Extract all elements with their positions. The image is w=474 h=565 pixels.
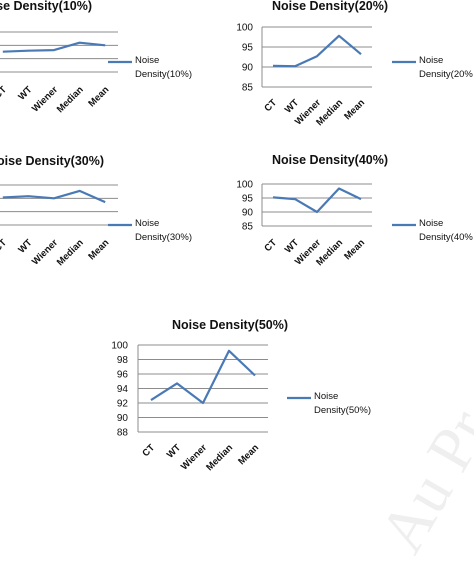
- legend-label-line2: Density(50%): [314, 405, 371, 416]
- series-line: [272, 187, 362, 214]
- x-category-label: Median: [55, 237, 86, 268]
- x-category-label: CT: [0, 84, 9, 101]
- x-category-label: Median: [204, 442, 235, 473]
- x-category-label: WT: [165, 442, 183, 460]
- series-line: [2, 189, 106, 204]
- legend-label-line1: Noise: [419, 55, 443, 66]
- x-category-label: CT: [262, 97, 279, 114]
- figure-canvas: Noise Density(10%)CTWTWienerMedianMeanNo…: [0, 0, 473, 473]
- y-tick-label: 98: [117, 355, 129, 366]
- x-category-label: CT: [140, 442, 157, 459]
- y-tick-label: 96: [117, 370, 129, 381]
- y-tick-label: 88: [117, 428, 129, 439]
- legend-label-line1: Noise: [419, 218, 443, 229]
- legend-label-line1: Noise: [135, 218, 159, 229]
- x-category-label: CT: [0, 237, 9, 254]
- legend-label-line1: Noise: [314, 391, 338, 402]
- y-tick-label: 90: [242, 208, 254, 219]
- x-category-label: Median: [55, 84, 86, 115]
- series-line: [2, 41, 106, 53]
- x-category-label: Wiener: [30, 237, 60, 267]
- legend-label-line2: Density(10%): [135, 69, 192, 80]
- y-tick-label: 100: [111, 341, 128, 352]
- y-tick-label: 100: [236, 180, 253, 191]
- x-category-label: Mean: [342, 237, 367, 262]
- y-tick-label: 90: [117, 413, 129, 424]
- y-tick-label: 85: [242, 83, 254, 94]
- x-category-label: Mean: [342, 97, 367, 122]
- chart-title: Noise Density(50%): [172, 318, 288, 332]
- x-category-label: Mean: [86, 237, 111, 262]
- x-category-label: WT: [16, 237, 34, 255]
- chart-title: Noise Density(30%): [0, 154, 104, 168]
- x-category-label: Wiener: [179, 442, 209, 472]
- y-tick-label: 95: [242, 43, 254, 54]
- x-category-label: CT: [262, 237, 279, 254]
- x-category-label: Mean: [86, 84, 111, 109]
- series-line: [272, 34, 362, 68]
- line-charts-figure: Noise Density(10%)CTWTWienerMedianMeanNo…: [0, 0, 473, 473]
- series-line: [150, 349, 256, 405]
- y-tick-label: 90: [242, 63, 254, 74]
- chart-title: Noise Density(10%): [0, 0, 92, 13]
- chart-panel-5: Noise Density(50%) 88 90 92 94 96 98 100 CT WTWie…: [111, 318, 371, 473]
- legend-label-line2: Density(40%: [419, 232, 473, 243]
- x-category-label: Wiener: [30, 84, 60, 114]
- y-tick-label: 85: [242, 222, 254, 233]
- chart-title: Noise Density(20%): [272, 0, 388, 13]
- y-tick-label: 95: [242, 194, 254, 205]
- y-tick-label: 92: [117, 399, 129, 410]
- x-category-label: WT: [16, 84, 34, 102]
- x-category-label: Mean: [236, 442, 261, 467]
- chart-title: Noise Density(40%): [272, 153, 388, 167]
- legend-label-line2: Density(30%): [135, 232, 192, 243]
- legend-label-line1: Noise: [135, 55, 159, 66]
- legend-label-line2: Density(20%: [419, 69, 473, 80]
- y-tick-label: 94: [117, 384, 129, 395]
- y-tick-label: 100: [236, 23, 253, 34]
